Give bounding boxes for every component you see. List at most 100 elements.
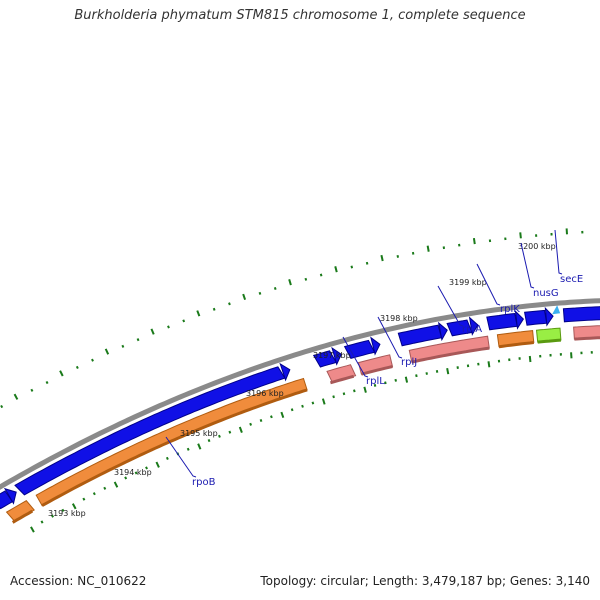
outer-tick-mark: [104, 348, 110, 355]
scale-label: 3196 kbp: [246, 389, 284, 398]
inner-tick-mark: [145, 466, 148, 470]
secE-feature-shadow: [537, 338, 562, 344]
outer-tick-mark: [365, 261, 369, 265]
inner-tick-mark: [82, 497, 86, 501]
inner-tick-mark: [290, 408, 294, 412]
outer-tick-mark: [121, 344, 125, 348]
inner-tick-mark: [394, 378, 397, 382]
gene-label: rpoB: [192, 477, 216, 488]
inner-tick-mark: [207, 438, 211, 443]
outer-tick-mark: [304, 277, 308, 281]
map-title: Burkholderia phymatum STM815 chromosome …: [74, 8, 526, 23]
outer-tick-mark: [258, 291, 262, 295]
inner-tick-mark: [113, 481, 119, 488]
inner-tick-mark: [270, 415, 273, 419]
outer-tick-mark: [334, 266, 338, 273]
inner-tick-mark: [363, 386, 367, 393]
gene-leader-line: [476, 263, 501, 306]
gene-label: nusG: [533, 288, 559, 299]
gene-label: rplJ: [401, 357, 417, 368]
inner-tick-mark: [92, 492, 96, 496]
scale-label: 3199 kbp: [449, 278, 487, 287]
forward-gene-arrowhead: [437, 321, 448, 342]
inner-tick-mark: [249, 422, 252, 426]
forward-gene-arrowhead: [468, 316, 479, 336]
inner-tick-mark: [40, 520, 44, 524]
outer-tick-mark: [167, 325, 170, 329]
scale-label: 3195 kbp: [180, 429, 218, 438]
inner-tick-mark: [186, 447, 190, 451]
inner-tick-mark: [134, 471, 138, 475]
reverse-cds-feature-shadow: [41, 388, 308, 507]
outer-tick-mark: [30, 388, 34, 392]
outer-tick-mark: [319, 273, 323, 277]
inner-tick-mark: [415, 374, 418, 378]
outer-tick-mark: [45, 380, 49, 385]
forward-gene-arrowhead: [370, 336, 381, 356]
inner-tick-mark: [218, 434, 221, 438]
inner-tick-mark: [384, 381, 387, 385]
outer-tick-mark: [519, 232, 522, 239]
outer-tick-mark: [13, 393, 19, 400]
outer-tick-mark: [59, 370, 64, 377]
reverse-cds-feature-shadow: [498, 341, 534, 349]
outer-tick-mark: [288, 278, 292, 286]
forward-gene-arrowhead: [331, 346, 342, 366]
inner-tick-mark: [446, 368, 450, 375]
inner-tick-mark: [528, 355, 532, 363]
gene-leader-line: [165, 436, 197, 478]
feature-marker: [552, 305, 561, 315]
outer-tick-mark: [75, 365, 79, 370]
accession-text: Accession: NC_010622: [10, 574, 147, 588]
inner-tick-mark: [487, 361, 491, 368]
outer-tick-mark: [273, 287, 277, 291]
inner-tick-mark: [311, 401, 315, 405]
inner-tick-mark: [301, 404, 304, 408]
inner-tick-mark: [259, 418, 263, 423]
inner-tick-mark: [425, 372, 428, 375]
inner-tick-mark: [332, 395, 335, 399]
reverse-rna-feature-shadow: [361, 365, 393, 376]
outer-tick-mark: [196, 310, 201, 317]
scale-label: 3200 kbp: [518, 242, 556, 251]
inner-tick-mark: [228, 430, 232, 434]
gene-leader-line: [342, 336, 369, 378]
gene-label: rplK: [500, 304, 520, 315]
outer-tick-mark: [350, 265, 354, 269]
inner-tick-mark: [61, 508, 65, 512]
sequence-summary-text: Topology: circular; Length: 3,479,187 bp…: [260, 574, 590, 588]
outer-tick-mark: [0, 404, 4, 409]
gene-leader-line: [554, 229, 563, 275]
outer-tick-mark: [380, 254, 384, 262]
inner-tick-mark: [353, 389, 356, 393]
inner-tick-mark: [342, 392, 346, 396]
scale-label: 3197 kbp: [313, 351, 351, 360]
inner-tick-mark: [404, 376, 409, 383]
inner-tick-mark: [373, 383, 377, 387]
outer-tick-mark: [396, 255, 400, 258]
gene-label: rplA: [462, 324, 482, 335]
scale-label: 3193 kbp: [48, 509, 86, 518]
outer-tick-mark: [472, 237, 476, 245]
gene-leader-line: [520, 242, 535, 289]
inner-tick-mark: [321, 398, 326, 405]
gene-label: rplL: [366, 376, 385, 387]
forward-gene-arrow: [486, 312, 518, 331]
forward-gene-arrowhead: [514, 310, 525, 330]
inner-tick-mark: [51, 514, 54, 518]
scale-label: 3194 kbp: [114, 468, 152, 477]
inner-tick-mark: [155, 461, 160, 468]
inner-tick-mark: [30, 526, 35, 533]
gene-leader-line: [377, 316, 403, 359]
outer-tick-mark: [228, 302, 231, 306]
outer-tick-mark: [150, 328, 155, 335]
inner-tick-mark: [238, 426, 243, 433]
reverse-cds-feature-shadow: [11, 509, 34, 524]
forward-gene-arrowhead: [279, 362, 291, 382]
outer-tick-mark: [426, 245, 430, 252]
inner-tick-mark: [165, 456, 169, 460]
outer-tick-mark: [182, 319, 186, 323]
outer-tick-mark: [136, 338, 140, 342]
